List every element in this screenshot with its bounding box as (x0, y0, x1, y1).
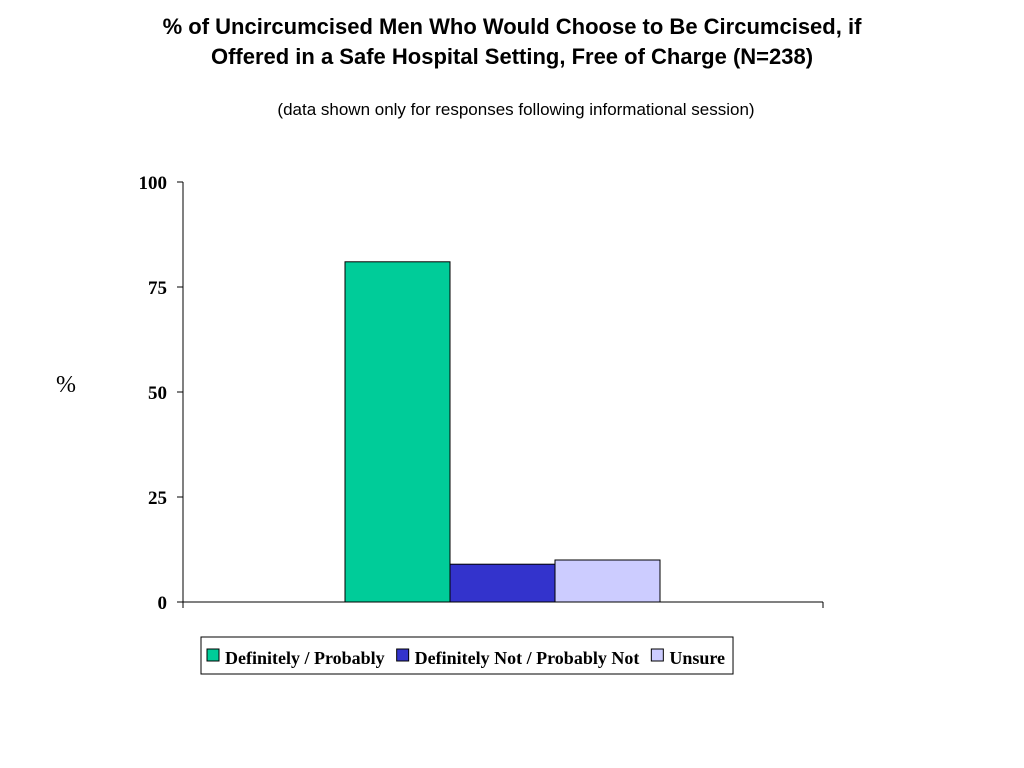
legend-box (200, 636, 734, 675)
legend-swatch (206, 648, 220, 662)
chart-title: % of Uncircumcised Men Who Would Choose … (162, 14, 862, 69)
y-tick-label: 50 (148, 383, 167, 404)
y-tick-label: 75 (148, 278, 167, 299)
bar-definitely-probably (344, 261, 451, 603)
legend-label: Unsure (669, 648, 725, 668)
y-tick-label: 0 (158, 593, 168, 614)
legend-swatch (396, 648, 410, 662)
y-tick-label: 25 (148, 488, 167, 509)
legend-swatch (650, 648, 664, 662)
chart-subtitle: (data shown only for responses following… (277, 100, 755, 119)
y-axis-label: % (56, 372, 76, 398)
legend-label: Definitely / Probably (225, 648, 385, 668)
bar-definitely-not-probably-not (449, 563, 556, 603)
legend-label: Definitely Not / Probably Not (415, 648, 640, 668)
y-tick-label: 100 (139, 173, 168, 194)
bar-unsure (554, 559, 661, 603)
